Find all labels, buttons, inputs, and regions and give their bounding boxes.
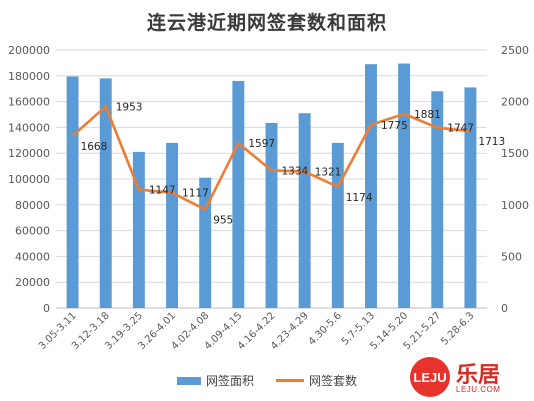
bar <box>66 76 79 308</box>
y-left-tick-label: 0 <box>43 302 50 315</box>
y-right-tick-label: 2000 <box>501 96 529 109</box>
bar <box>431 91 444 308</box>
y-left-tick-label: 80000 <box>15 199 50 212</box>
data-label: 1881 <box>414 109 441 121</box>
data-label: 1713 <box>478 136 505 148</box>
legend-item-count: 网签套数 <box>276 372 357 389</box>
data-label: 1775 <box>381 120 408 132</box>
y-left-tick-label: 60000 <box>15 225 50 238</box>
y-right-tick-label: 1000 <box>501 199 529 212</box>
data-label: 1174 <box>346 192 373 204</box>
y-left-tick-label: 200000 <box>8 44 50 57</box>
data-label: 1747 <box>447 123 474 135</box>
y-left-tick-label: 120000 <box>8 147 50 160</box>
data-label: 1953 <box>116 101 143 113</box>
bar <box>398 63 411 308</box>
bar <box>331 142 344 308</box>
legend-label-area: 网签面积 <box>205 374 254 388</box>
data-label: 1334 <box>282 165 309 177</box>
y-right-tick-label: 2500 <box>501 44 529 57</box>
series-line <box>71 105 471 211</box>
data-label: 1147 <box>149 185 176 197</box>
y-left-tick-label: 20000 <box>15 276 50 289</box>
data-label: 1597 <box>248 138 275 150</box>
chart-title: 连云港近期网签套数和面积 <box>146 12 387 34</box>
y-left-tick-label: 140000 <box>8 121 50 134</box>
legend-item-area: 网签面积 <box>176 372 254 389</box>
data-label: 1321 <box>315 167 342 179</box>
data-label: 1117 <box>182 188 209 200</box>
leju-logo-text: 乐居 <box>456 363 501 388</box>
x-tick-label: 5.28-6.3 <box>439 310 476 347</box>
bar <box>166 142 179 308</box>
y-left-tick-label: 160000 <box>8 96 50 109</box>
leju-logo-url: LEJU.COM <box>456 385 501 394</box>
leju-logo-mark: LEJU <box>410 357 450 397</box>
bar <box>364 64 377 308</box>
x-tick-label: 4.30-5.6 <box>307 310 344 347</box>
bar <box>298 113 311 309</box>
y-left-tick-label: 40000 <box>15 250 50 263</box>
legend-label-count: 网签套数 <box>309 374 358 388</box>
leju-logo: LEJU 乐居 LEJU.COM <box>410 357 528 397</box>
legend: 网签面积 网签套数 <box>0 372 534 389</box>
y-right-tick-label: 0 <box>501 302 508 315</box>
data-label: 1668 <box>81 141 108 153</box>
y-right-tick-label: 500 <box>501 250 522 263</box>
legend-swatch-bar <box>176 376 201 385</box>
bar <box>132 151 145 308</box>
y-left-tick-label: 100000 <box>8 173 50 186</box>
bar <box>232 80 245 309</box>
bar <box>99 78 112 308</box>
y-right-tick-label: 1500 <box>501 147 529 160</box>
bar <box>199 177 212 308</box>
bar <box>265 122 278 308</box>
legend-swatch-line <box>276 379 304 382</box>
y-left-tick-label: 180000 <box>8 70 50 83</box>
data-label: 955 <box>213 214 233 226</box>
bar <box>464 87 477 308</box>
